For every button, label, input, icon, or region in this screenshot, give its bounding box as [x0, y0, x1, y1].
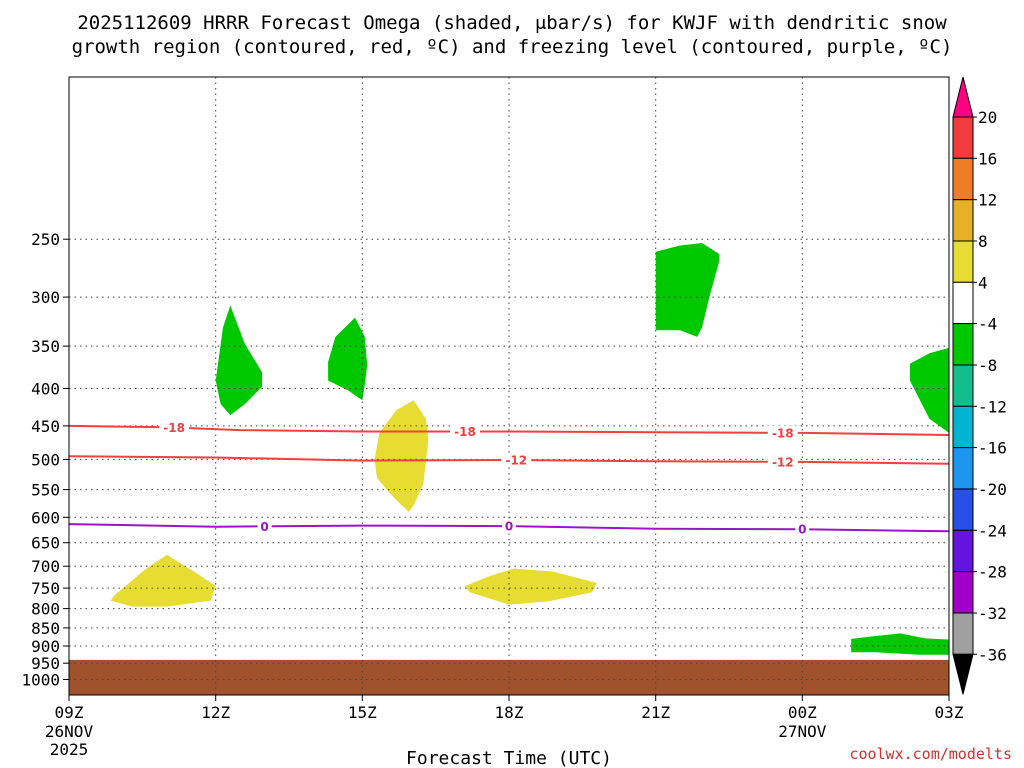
y-tick-label-700: 700 — [31, 557, 60, 576]
omega-region-1 — [215, 305, 263, 416]
contour-label-bg-0-0 — [159, 420, 190, 435]
colorbar-swatch-2 — [952, 157, 974, 201]
x-tick-year-09Z: 2025 — [50, 740, 89, 759]
colorbar-swatch-9 — [952, 447, 974, 490]
chart-title-line2: growth region (contoured, red, ºC) and f… — [72, 36, 953, 58]
omega-regions — [110, 243, 949, 655]
omega-region-6 — [909, 347, 949, 433]
x-tick-label-15Z: 15Z — [348, 703, 377, 722]
y-tick-label-500: 500 — [31, 450, 60, 469]
x-tick-label-21Z: 21Z — [641, 703, 670, 722]
y-axis: 2503003504004505005506006507007508008509… — [21, 230, 69, 690]
y-tick-label-350: 350 — [31, 337, 60, 356]
y-tick-label-300: 300 — [31, 288, 60, 307]
contour-label-bg-1-0 — [501, 453, 532, 468]
x-tick-label-03Z: 03Z — [935, 703, 964, 722]
colorbar-swatch-10 — [952, 488, 974, 531]
colorbar-swatch-5 — [952, 281, 974, 325]
colorbar-label-10: -24 — [978, 521, 1007, 540]
colorbar-swatch-11 — [952, 529, 974, 573]
colorbar-label-2: 12 — [978, 191, 997, 210]
contour-lines: -18 -18 -18 -12 -12 0 0 0 — [68, 420, 950, 537]
omega-region-2 — [328, 317, 368, 401]
x-axis-label: Forecast Time (UTC) — [406, 748, 612, 768]
omega-region-0 — [110, 554, 216, 607]
colorbar-label-4: 4 — [978, 273, 988, 292]
colorbar-label-9: -20 — [978, 480, 1007, 499]
grid-lines — [68, 77, 950, 695]
colorbar-label-6: -8 — [978, 356, 997, 375]
colorbar-swatch-7 — [952, 364, 974, 407]
contour-label-bg-0-1 — [450, 424, 480, 439]
contour-label-bg-2-0 — [257, 519, 272, 534]
contour-label-1-0: -12 — [505, 454, 527, 468]
colorbar-swatch-3 — [952, 199, 974, 242]
contour-label-1-1: -12 — [772, 455, 794, 469]
colorbar-label-11: -28 — [978, 563, 1007, 582]
omega-region-4 — [465, 568, 597, 605]
y-tick-label-650: 650 — [31, 534, 60, 553]
x-tick-label-09Z: 09Z — [55, 703, 84, 722]
contour-label-bg-2-2 — [795, 522, 810, 537]
colorbar-label-7: -12 — [978, 397, 1007, 416]
x-tick-date-00Z: 27NOV — [778, 722, 827, 741]
colorbar-swatch-8 — [952, 405, 974, 449]
credit-text: coolwx.com/modelts — [849, 745, 1012, 763]
y-tick-label-600: 600 — [31, 508, 60, 527]
y-tick-label-1000: 1000 — [21, 671, 60, 690]
contour-label-0-0: -18 — [163, 421, 185, 435]
contour-label-bg-0-2 — [767, 425, 798, 440]
y-tick-label-750: 750 — [31, 579, 60, 598]
colorbar-top-triangle — [952, 76, 974, 118]
chart-title-line1: 2025112609 HRRR Forecast Omega (shaded, … — [77, 12, 947, 34]
omega-region-3 — [374, 400, 429, 512]
colorbar-swatch-12 — [952, 571, 974, 614]
colorbar-label-8: -16 — [978, 439, 1007, 458]
contour-label-2-2: 0 — [798, 523, 806, 537]
omega-region-7 — [851, 633, 949, 655]
colorbar-label-0: 20 — [978, 108, 997, 127]
y-tick-label-950: 950 — [31, 654, 60, 673]
y-tick-label-850: 850 — [31, 619, 60, 638]
contour-label-bg-2-1 — [502, 519, 516, 534]
y-tick-label-900: 900 — [31, 637, 60, 656]
colorbar-label-3: 8 — [978, 232, 988, 251]
colorbar-label-1: 16 — [978, 149, 997, 168]
colorbar-label-13: -36 — [978, 645, 1007, 664]
colorbar-label-5: -4 — [978, 315, 997, 334]
colorbar-legend: 20 16 12 8 4 -4 -8 -12 -16 -20 -24 -28 -32 -36 — [952, 76, 1007, 695]
x-tick-label-12Z: 12Z — [201, 703, 230, 722]
colorbar-swatch-4 — [952, 240, 974, 283]
contour-label-0-1: -18 — [454, 425, 476, 439]
contour-label-0-2: -18 — [772, 426, 794, 440]
x-tick-label-00Z: 00Z — [788, 703, 817, 722]
omega-region-5 — [655, 243, 720, 337]
y-tick-label-250: 250 — [31, 230, 60, 249]
colorbar-bottom-triangle — [952, 653, 974, 695]
colorbar-swatch-13 — [952, 612, 974, 655]
x-tick-label-18Z: 18Z — [495, 703, 524, 722]
y-tick-label-800: 800 — [31, 600, 60, 619]
contour-label-2-1: 0 — [505, 520, 513, 534]
contour-label-bg-1-1 — [767, 454, 798, 469]
colorbar-swatch-1 — [952, 116, 974, 159]
contour-label-2-0: 0 — [260, 520, 268, 534]
colorbar-label-12: -32 — [978, 604, 1007, 623]
y-tick-label-400: 400 — [31, 380, 60, 399]
y-tick-label-550: 550 — [31, 481, 60, 500]
y-tick-label-450: 450 — [31, 417, 60, 436]
x-tick-date-09Z: 26NOV — [45, 722, 94, 741]
colorbar-swatch-6 — [952, 323, 974, 366]
